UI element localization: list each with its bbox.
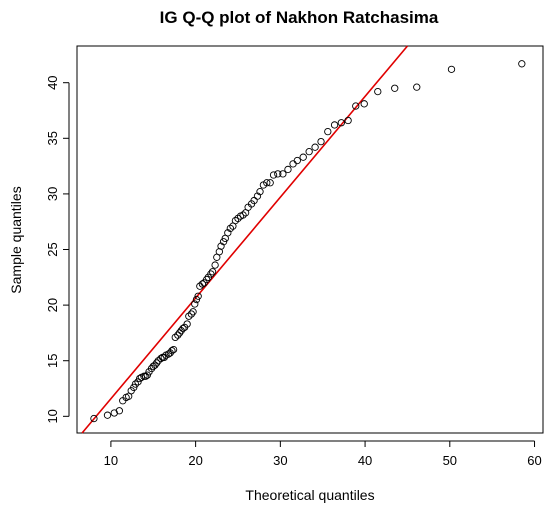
data-point — [518, 60, 526, 68]
x-axis: 10 20 30 40 50 60 — [104, 440, 542, 468]
y-axis-label: Sample quantiles — [8, 186, 24, 293]
points-group — [90, 60, 526, 423]
data-point — [447, 65, 456, 74]
data-point — [360, 100, 368, 108]
chart-title: IG Q-Q plot of Nakhon Ratchasima — [160, 8, 439, 27]
y-tick-label: 10 — [45, 409, 60, 423]
data-point — [413, 83, 421, 91]
data-point — [202, 275, 211, 284]
data-point — [253, 192, 262, 200]
y-tick-label: 40 — [45, 75, 60, 89]
data-point — [317, 137, 325, 146]
data-point — [224, 229, 232, 237]
data-point — [191, 300, 199, 308]
data-point — [324, 127, 332, 136]
data-point — [274, 170, 282, 178]
data-point — [131, 380, 140, 388]
data-point — [352, 102, 360, 110]
x-tick-label: 60 — [527, 453, 541, 468]
data-point — [231, 216, 240, 225]
x-tick-label: 10 — [104, 453, 118, 468]
data-point — [219, 238, 228, 246]
y-tick-label: 30 — [45, 187, 60, 201]
data-point — [194, 292, 202, 300]
data-point — [293, 156, 301, 165]
data-point — [217, 242, 225, 250]
data-point — [103, 411, 112, 419]
data-point — [152, 359, 161, 367]
y-tick-label: 20 — [45, 298, 60, 312]
data-point — [189, 308, 197, 316]
x-axis-label: Theoretical quantiles — [245, 487, 374, 503]
data-point — [143, 371, 151, 379]
data-point — [269, 171, 278, 179]
data-point — [169, 345, 178, 354]
data-point — [330, 121, 339, 129]
x-tick-label: 50 — [443, 453, 457, 468]
data-point — [299, 153, 307, 161]
data-point — [284, 165, 292, 174]
x-tick-label: 20 — [188, 453, 202, 468]
data-point — [130, 383, 138, 392]
data-point — [187, 310, 196, 318]
y-tick-label: 25 — [45, 242, 60, 256]
data-point — [311, 143, 319, 151]
data-point — [183, 320, 191, 328]
data-point — [391, 84, 399, 92]
data-point — [344, 116, 352, 125]
data-point — [90, 414, 98, 423]
y-tick-label: 35 — [45, 131, 60, 145]
data-point — [207, 270, 215, 278]
y-tick-label: 15 — [45, 353, 60, 367]
data-point — [239, 211, 247, 219]
x-tick-label: 30 — [273, 453, 287, 468]
data-point — [157, 354, 165, 363]
y-axis: 10 15 20 25 30 35 40 — [45, 75, 70, 424]
plot-box — [76, 45, 544, 434]
data-point — [279, 170, 287, 178]
data-point — [211, 261, 219, 269]
data-point — [208, 268, 217, 276]
data-point — [198, 280, 207, 288]
reference-line — [81, 45, 409, 434]
data-point — [234, 214, 242, 223]
data-point — [192, 295, 201, 304]
data-point — [256, 188, 264, 196]
x-tick-label: 40 — [358, 453, 372, 468]
data-point — [305, 147, 313, 156]
data-point — [185, 312, 193, 320]
data-point — [179, 324, 187, 333]
data-point — [168, 347, 176, 355]
data-point — [374, 87, 382, 96]
data-point — [266, 179, 274, 187]
data-point — [289, 160, 297, 168]
data-point — [263, 179, 271, 187]
data-point — [226, 224, 235, 233]
reference-line-group — [81, 45, 409, 434]
data-point — [337, 119, 345, 127]
data-point — [171, 333, 179, 342]
data-point — [115, 407, 124, 415]
